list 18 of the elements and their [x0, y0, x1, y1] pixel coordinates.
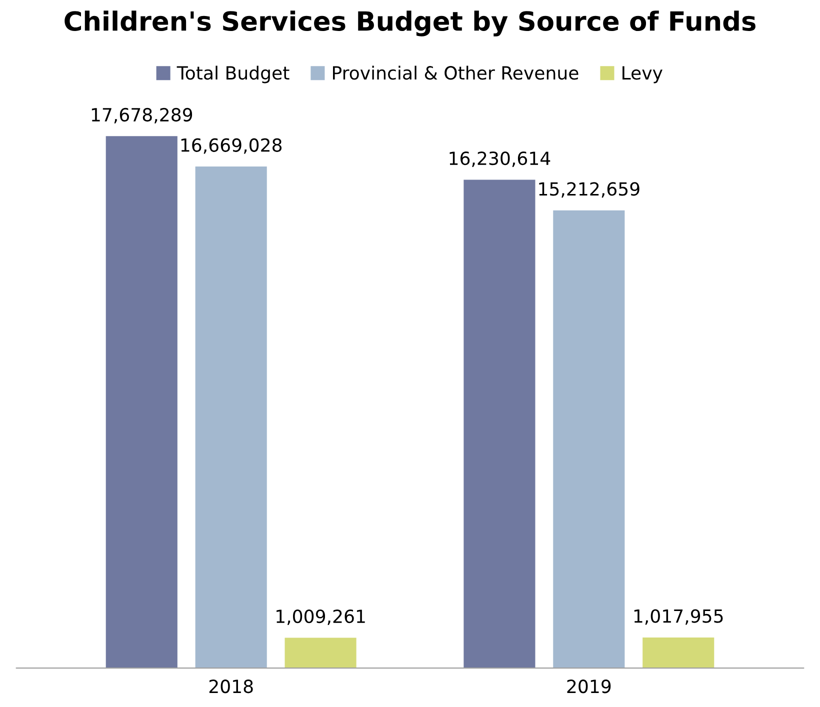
- legend-label: Provincial & Other Revenue: [333, 66, 578, 80]
- bar: [106, 136, 178, 668]
- data-label: 16,669,028: [181, 138, 282, 154]
- x-tick-label: 2018: [209, 680, 253, 694]
- bar: [284, 638, 356, 668]
- data-label: 1,017,955: [634, 609, 723, 625]
- data-label: 1,009,261: [276, 609, 365, 625]
- legend-label: Total Budget: [176, 66, 290, 84]
- data-label: 17,678,289: [92, 108, 192, 124]
- bar: [642, 637, 714, 668]
- data-label: 15,212,659: [539, 182, 640, 198]
- legend-label: Levy: [622, 66, 662, 84]
- x-tick-label: 2019: [567, 680, 611, 694]
- chart-title: Children's Services Budget by Source of Funds: [64, 10, 756, 36]
- bar: [553, 210, 625, 668]
- bar: [464, 180, 536, 668]
- data-label: 16,230,614: [450, 151, 550, 167]
- bar: [195, 166, 267, 668]
